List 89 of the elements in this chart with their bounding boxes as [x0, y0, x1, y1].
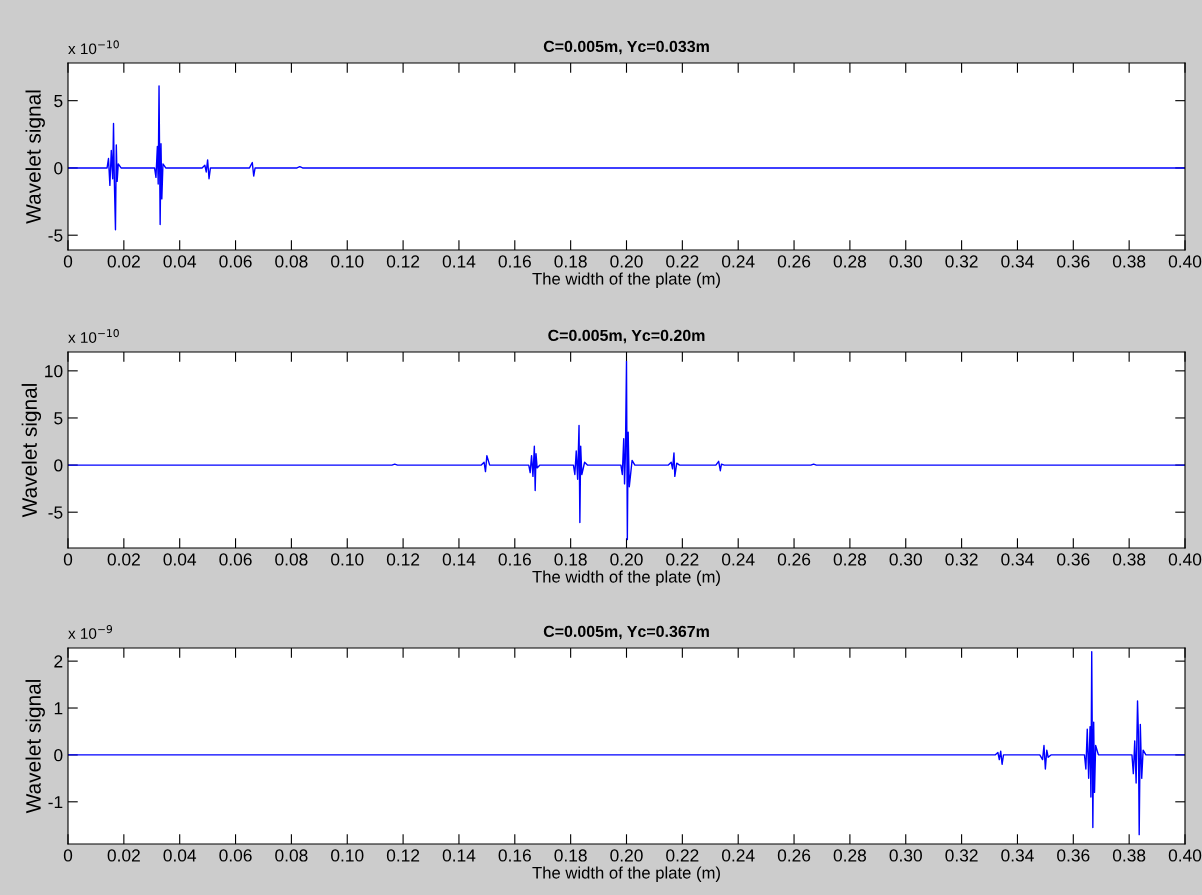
x-tick-label: 0.28	[833, 849, 867, 862]
x-tick-label: 0.26	[777, 849, 811, 862]
x-tick-label: 0.10	[331, 255, 364, 268]
x-tick-label: 0.36	[1057, 849, 1090, 862]
y-tick-label: -5	[48, 506, 63, 519]
x-tick-label: 0.30	[889, 255, 922, 268]
y-tick-label: 5	[54, 95, 63, 108]
chart-title: C=0.005m, Yc=0.20m	[548, 329, 705, 344]
y-tick-label: 0	[54, 162, 63, 175]
x-tick-label: 0.12	[386, 849, 420, 862]
text: x 10$^{−9}$	[68, 625, 113, 639]
x-axis-title: The width of the plate (m)	[532, 866, 720, 882]
x-tick-label: 0.40	[1168, 553, 1202, 566]
x-tick-label: 0.36	[1057, 553, 1090, 566]
x-tick-label: 0.28	[833, 553, 867, 566]
x-tick-label: 0.22	[666, 553, 699, 566]
y-tick-label: 0	[54, 749, 63, 762]
x-tick-label: 0.38	[1112, 553, 1146, 566]
line-series	[68, 651, 1185, 836]
y-tick-label: -1	[48, 796, 63, 809]
x-tick-label: 0.32	[945, 553, 978, 566]
x-tick-label: 0.24	[721, 849, 755, 862]
x-tick-label: 0.14	[442, 553, 476, 566]
x-tick-label: 0.34	[1001, 849, 1034, 862]
y-tick-label: 2	[54, 655, 63, 668]
x-tick-label: 0.40	[1168, 849, 1202, 862]
x-tick-label: 0.22	[666, 849, 699, 862]
x-tick-label: 0.24	[721, 255, 755, 268]
x-tick-label: 0	[63, 553, 73, 566]
y-axis-title: Wavelet signal	[21, 384, 42, 518]
x-tick-label: 0	[63, 849, 73, 862]
x-tick-label: 0.16	[498, 255, 531, 268]
x-tick-label: 0.08	[275, 553, 308, 566]
x-tick-label: 0.18	[554, 553, 587, 566]
x-tick-label: 0.20	[610, 849, 643, 862]
x-tick-label: 0.04	[163, 553, 197, 566]
x-tick-label: 0.24	[721, 553, 755, 566]
text: x 10$^{−10}$	[68, 40, 119, 55]
y-axis-title: Wavelet signal	[25, 680, 45, 814]
chart-title: C=0.005m, Yc=0.033m	[543, 40, 709, 55]
x-tick-label: 0.04	[163, 255, 197, 268]
line-series	[68, 360, 1185, 541]
x-tick-label: 0.26	[777, 553, 811, 566]
x-tick-label: 0.22	[666, 255, 699, 268]
x-tick-label: 0.16	[498, 849, 531, 862]
x-tick-label: 0.32	[945, 849, 978, 862]
x-tick-label: 0.38	[1112, 255, 1146, 268]
x-tick-label: 0.14	[442, 255, 476, 268]
x-tick-label: 0.08	[275, 849, 308, 862]
chart-title: C=0.005m, Yc=0.367m	[543, 625, 709, 640]
line-series	[68, 85, 1185, 231]
y-tick-label: 0	[54, 459, 63, 472]
x-tick-label: 0.36	[1057, 255, 1090, 268]
y-tick-label: 10	[45, 365, 63, 378]
x-tick-label: 0.02	[107, 255, 140, 268]
x-tick-label: 0.34	[1001, 255, 1034, 268]
x-tick-label: 0.06	[219, 849, 252, 862]
y-tick-label: -5	[48, 229, 63, 242]
x-tick-label: 0.06	[219, 553, 252, 566]
x-tick-label: 0.08	[275, 255, 308, 268]
x-tick-label: 0.10	[331, 849, 364, 862]
x-axis-title: The width of the plate (m)	[532, 570, 720, 586]
y-axis-title: Wavelet signal	[25, 90, 45, 224]
x-tick-label: 0.38	[1112, 849, 1146, 862]
x-tick-label: 0.26	[777, 255, 811, 268]
x-tick-label: 0.32	[945, 255, 978, 268]
x-tick-label: 0.10	[331, 553, 364, 566]
x-tick-label: 0.20	[610, 553, 643, 566]
x-tick-label: 0.18	[554, 849, 587, 862]
x-tick-label: 0.02	[107, 553, 140, 566]
x-tick-label: 0	[63, 255, 73, 268]
x-tick-label: 0.02	[107, 849, 140, 862]
x-axis-title: The width of the plate (m)	[532, 272, 720, 288]
x-tick-label: 0.12	[386, 553, 420, 566]
x-tick-label: 0.30	[889, 849, 922, 862]
x-tick-label: 0.18	[554, 255, 587, 268]
y-tick-label: 5	[54, 412, 63, 425]
x-tick-label: 0.14	[442, 849, 476, 862]
x-tick-label: 0.16	[498, 553, 531, 566]
x-tick-label: 0.20	[610, 255, 643, 268]
x-tick-label: 0.34	[1001, 553, 1034, 566]
x-tick-label: 0.12	[386, 255, 420, 268]
x-tick-label: 0.28	[833, 255, 867, 268]
x-tick-label: 0.06	[219, 255, 252, 268]
x-tick-label: 0.40	[1168, 255, 1202, 268]
x-tick-label: 0.04	[163, 849, 197, 862]
y-tick-label: 1	[54, 702, 63, 715]
text: x 10$^{−10}$	[68, 329, 119, 343]
x-tick-label: 0.30	[889, 553, 922, 566]
